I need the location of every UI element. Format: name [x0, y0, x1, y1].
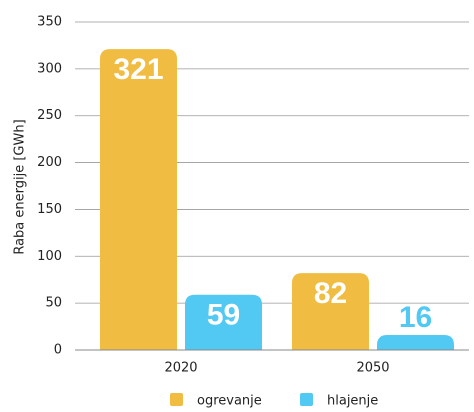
legend-swatch: [300, 393, 313, 406]
data-label: 82: [314, 277, 347, 310]
bar: [185, 294, 262, 350]
y-tick-label: 150: [37, 202, 62, 217]
y-tick-label: 300: [37, 61, 62, 76]
data-label: 321: [113, 53, 163, 86]
y-tick-label: 100: [37, 249, 62, 264]
legend-label: hlajenje: [327, 394, 378, 409]
y-axis-label: Raba energije [GWh]: [13, 119, 28, 254]
y-tick-label: 250: [37, 108, 62, 123]
bar: [292, 273, 369, 350]
legend-label: ogrevanje: [197, 394, 262, 409]
data-label: 16: [399, 301, 432, 334]
y-tick-label: 50: [45, 296, 62, 311]
y-tick-label: 200: [37, 155, 62, 170]
bar: [377, 335, 454, 350]
x-tick-label: 2050: [356, 361, 389, 376]
x-tick-label: 2020: [164, 361, 197, 376]
bar: [100, 49, 177, 350]
y-tick-label: 0: [54, 343, 62, 358]
y-tick-label: 350: [37, 15, 62, 30]
legend-swatch: [170, 393, 183, 406]
data-label: 59: [207, 299, 240, 332]
